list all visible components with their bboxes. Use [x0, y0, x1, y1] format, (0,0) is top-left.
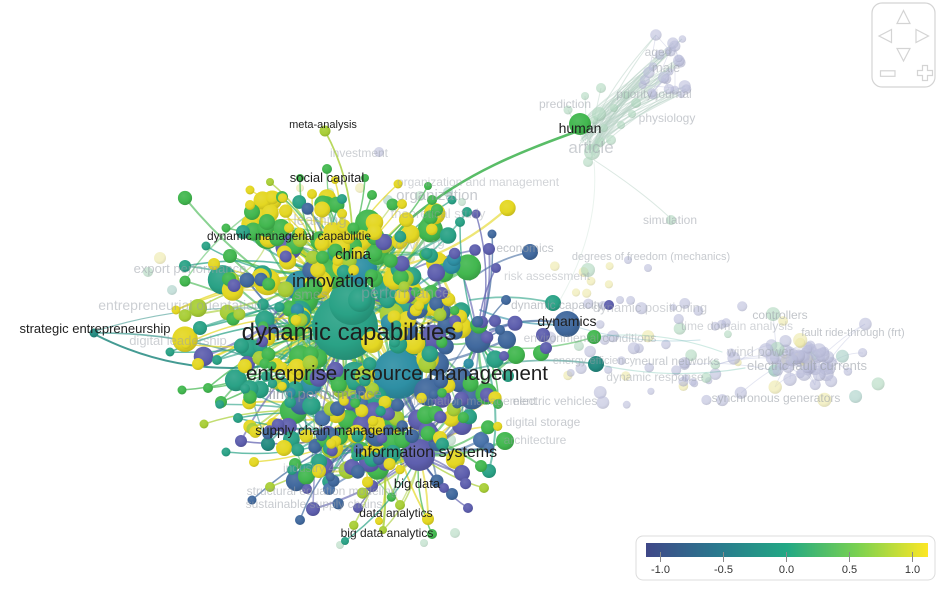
svg-text:big data: big data [394, 476, 441, 491]
svg-text:economics: economics [496, 241, 553, 255]
svg-text:dynamic managerial capabilitie: dynamic managerial capabilitie [207, 229, 371, 243]
svg-text:aged: aged [645, 45, 672, 59]
svg-text:dynamic response: dynamic response [606, 370, 704, 384]
svg-text:firm performance: firm performance [268, 386, 381, 403]
svg-text:china: china [335, 246, 372, 263]
svg-text:information management: information management [404, 394, 537, 408]
svg-text:dynamic capabilities: dynamic capabilities [242, 319, 457, 346]
svg-text:electric vehicles: electric vehicles [513, 394, 598, 408]
svg-text:innovation: innovation [292, 271, 374, 291]
svg-text:0.0: 0.0 [779, 564, 794, 576]
svg-text:performance: performance [361, 285, 451, 302]
svg-text:dynamics: dynamics [537, 313, 596, 329]
svg-text:organization and management: organization and management [397, 175, 560, 189]
svg-text:time domain analysis: time domain analysis [681, 319, 793, 333]
svg-text:article: article [568, 138, 613, 157]
svg-text:strategic entrepreneurship: strategic entrepreneurship [19, 321, 170, 336]
svg-text:wind power: wind power [726, 344, 793, 359]
svg-text:industry 4.0: industry 4.0 [283, 461, 345, 475]
svg-text:physiology: physiology [639, 111, 696, 125]
svg-text:data analytics: data analytics [359, 506, 432, 520]
svg-text:social capital: social capital [290, 170, 365, 185]
svg-text:dynamic capacity: dynamic capacity [511, 298, 603, 312]
svg-text:enterprise resource management: enterprise resource management [246, 362, 548, 385]
svg-text:learning: learning [293, 212, 346, 229]
svg-text:controllers: controllers [752, 308, 807, 322]
svg-text:information systems: information systems [355, 444, 497, 461]
svg-text:export performance: export performance [134, 261, 247, 276]
svg-text:risk assessment: risk assessment [504, 269, 591, 283]
svg-text:meta-analysis: meta-analysis [289, 119, 357, 131]
svg-text:investment: investment [330, 146, 389, 160]
svg-text:-0.5: -0.5 [714, 564, 733, 576]
svg-text:degrees of freedom (mechanics): degrees of freedom (mechanics) [572, 251, 730, 263]
svg-text:sustainable supply chains: sustainable supply chains [246, 497, 383, 511]
svg-text:digital storage: digital storage [506, 415, 581, 429]
svg-text:structural equation modeling: structural equation modeling [247, 484, 398, 498]
svg-text:0.5: 0.5 [842, 564, 857, 576]
svg-text:organization: organization [396, 187, 478, 204]
svg-text:covid-19: covid-19 [395, 237, 444, 252]
svg-text:environmental conditions: environmental conditions [524, 331, 657, 345]
svg-text:big data analytics: big data analytics [341, 526, 434, 540]
svg-text:male: male [652, 60, 680, 75]
svg-text:energy efficiency: energy efficiency [553, 355, 636, 367]
svg-text:supply chain management: supply chain management [255, 423, 413, 438]
svg-text:-1.0: -1.0 [651, 564, 670, 576]
svg-text:architecture: architecture [504, 433, 567, 447]
svg-text:priority journal: priority journal [616, 87, 691, 101]
svg-text:smes: smes [294, 286, 327, 302]
svg-text:synchronous generators: synchronous generators [712, 391, 841, 405]
svg-text:fault ride-through (frt): fault ride-through (frt) [801, 327, 904, 339]
svg-text:human: human [559, 120, 602, 136]
svg-text:neural networks: neural networks [635, 354, 720, 368]
svg-text:prediction: prediction [539, 97, 591, 111]
svg-text:electric fault currents: electric fault currents [747, 358, 867, 373]
svg-text:digital leadership: digital leadership [129, 333, 227, 348]
svg-text:entrepreneurial orientation: entrepreneurial orientation [98, 297, 261, 313]
svg-text:theoretical study: theoretical study [391, 206, 486, 221]
svg-text:simulation: simulation [643, 213, 697, 227]
svg-text:dynamic positioning: dynamic positioning [593, 300, 707, 315]
svg-text:1.0: 1.0 [905, 564, 920, 576]
